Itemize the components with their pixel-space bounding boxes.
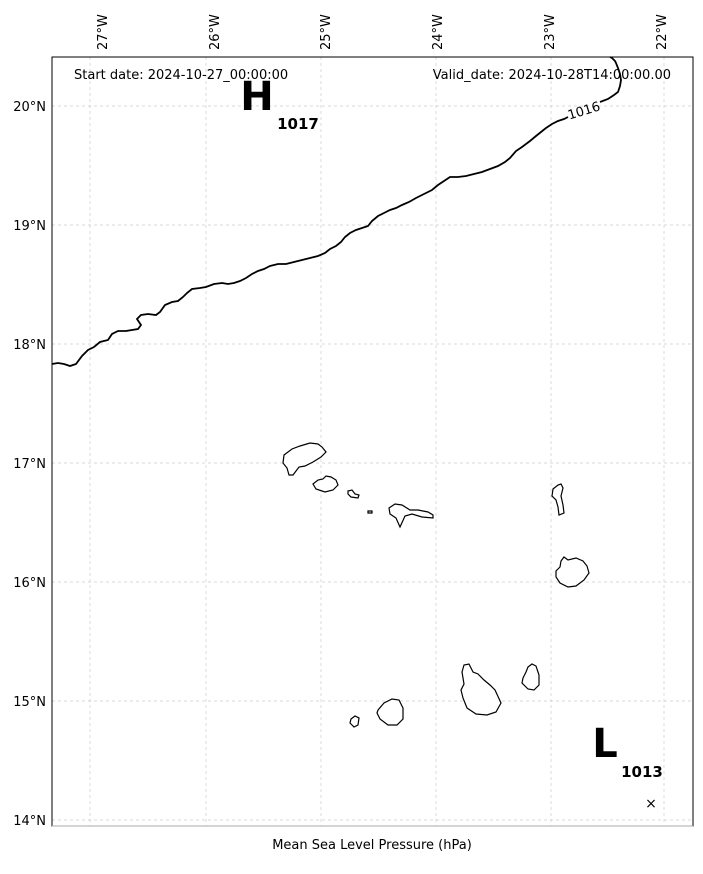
lat-tick-label: 16°N [13, 576, 46, 591]
lon-tick-label: 24°W [431, 14, 446, 50]
lon-tick-label: 25°W [319, 14, 334, 50]
high-pressure-center: H 1017 [240, 74, 319, 133]
island-boa-vista [555, 556, 590, 588]
lon-tick-label: 23°W [543, 14, 558, 50]
island-sao-vicente [312, 475, 339, 493]
lat-tick-label: 15°N [13, 695, 46, 710]
start-date-label: Start date: 2024-10-27_00:00:00 [74, 68, 288, 83]
island-brava [349, 715, 360, 728]
island-sao-nicolau [388, 503, 434, 529]
longitude-tick-labels: 27°W 26°W 25°W 24°W 23°W 22°W [96, 14, 670, 50]
island-fogo [376, 698, 404, 726]
valid-date-label: Valid_date: 2024-10-28T14:00:00.00 [433, 68, 671, 83]
lat-tick-label: 18°N [13, 338, 46, 353]
graticule [52, 57, 693, 826]
lat-tick-label: 17°N [13, 457, 46, 472]
low-pressure-letter: L [592, 721, 618, 767]
isobar-1016 [51, 116, 569, 367]
latitude-tick-labels: 20°N 19°N 18°N 17°N 16°N 15°N 14°N [13, 100, 46, 829]
island-branco [367, 510, 373, 514]
lat-tick-label: 19°N [13, 219, 46, 234]
islands [282, 442, 590, 728]
isobar-1016-segment-2 [599, 56, 622, 103]
island-maio [521, 663, 540, 691]
island-sal [551, 483, 565, 516]
map-frame [51, 56, 694, 827]
lat-tick-label: 20°N [13, 100, 46, 115]
lon-tick-label: 26°W [208, 14, 223, 50]
island-santo-antao [282, 442, 327, 476]
x-marker: × [645, 796, 657, 812]
high-pressure-value: 1017 [277, 115, 319, 133]
isobar-1016-label: 1016 [566, 99, 602, 123]
lat-tick-label: 14°N [13, 814, 46, 829]
lon-tick-label: 22°W [655, 14, 670, 50]
x-axis-label: Mean Sea Level Pressure (hPa) [272, 838, 472, 853]
lon-tick-label: 27°W [96, 14, 111, 50]
low-pressure-center: L 1013 [592, 721, 663, 781]
island-santa-luzia [347, 489, 360, 499]
island-santiago [460, 663, 502, 716]
low-pressure-value: 1013 [621, 763, 663, 781]
high-pressure-letter: H [240, 74, 273, 120]
